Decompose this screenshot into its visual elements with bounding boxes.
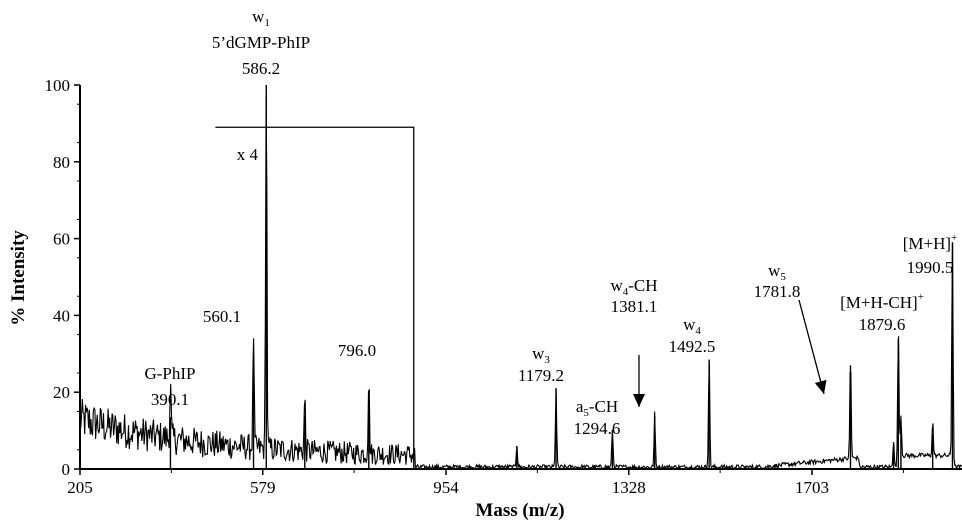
annotation-label: w5	[768, 261, 786, 283]
annotation-main-text: 560.1	[203, 307, 241, 326]
annotation-line-2: 1492.5	[669, 337, 716, 356]
axes-group: 0 20 40 60 80 100 205 579 954 1328 1703	[45, 76, 962, 497]
arrow-head	[814, 379, 827, 394]
y-tick-label: 60	[53, 230, 70, 249]
annotation-superscript: +	[918, 291, 924, 303]
annotation-label: G-PhIP	[144, 364, 195, 383]
annotation-suffix: -CH	[589, 397, 618, 416]
annotation-label: [M+H-CH]+	[840, 291, 924, 312]
annotation-suffix: -CH	[628, 276, 657, 295]
annotation-main-text: w	[683, 315, 696, 334]
annotation-main-text: G-PhIP	[144, 364, 195, 383]
annotations-group: x 4w15’dGMP-PhIP586.2G-PhIP390.1560.1796…	[144, 7, 957, 469]
peak-annotation-gphip: G-PhIP 390.1	[144, 364, 195, 409]
arrow-shaft	[798, 299, 825, 395]
annotation-label: w4	[683, 315, 701, 337]
annotation-main-text: w	[532, 344, 545, 363]
annotation-subscript: 5	[780, 271, 786, 283]
peak-annotation-mh: [M+H]+1990.5	[903, 232, 958, 277]
annotation-line-2: 1179.2	[518, 366, 564, 385]
annotation-main-text: w	[610, 276, 623, 295]
peak-annotation-w1: w1 5’dGMP-PhIP 586.2	[212, 7, 310, 78]
annotation-subscript: 4	[695, 325, 701, 337]
zoom-region-bracket	[215, 126, 415, 469]
y-tick-label: 40	[53, 306, 70, 325]
annotation-main-text: w	[768, 261, 781, 280]
annotation-subscript: 4	[623, 286, 629, 298]
zoom-factor-label: x 4	[237, 145, 259, 164]
x-tick-label: 579	[250, 478, 276, 497]
arrow-w4-ch	[633, 355, 645, 407]
x-axis-title: Mass (m/z)	[475, 500, 564, 521]
x-tick-label: 1328	[612, 478, 646, 497]
annotation-line-2: 1781.8	[754, 282, 801, 301]
annotation-superscript: +	[951, 232, 957, 244]
arrow-w5	[798, 299, 827, 395]
annotation-main-text: 796.0	[338, 341, 376, 360]
annotation-line-2: 390.1	[151, 390, 189, 409]
annotation-label: 560.1	[203, 307, 241, 326]
annotation-label: w4-CH	[610, 276, 657, 298]
annotation-label: 796.0	[338, 341, 376, 360]
annotation-main-text: a	[576, 397, 584, 416]
annotation-line-2: 1294.6	[574, 419, 621, 438]
x-tick-label: 1703	[795, 478, 829, 497]
spectrum-trace	[79, 94, 962, 471]
y-tick-label: 0	[62, 460, 71, 479]
annotation-line-2: 1879.6	[859, 315, 906, 334]
x-tick-label: 205	[67, 478, 93, 497]
peak-annotation-p560: 560.1	[203, 307, 241, 326]
peak-annotation-p796: 796.0	[338, 341, 376, 360]
annotation-line-3: 586.2	[242, 59, 280, 78]
annotation-main-text: w	[252, 7, 265, 26]
spectrum-trace-group	[79, 85, 962, 471]
annotation-main-text: [M+H]	[903, 234, 951, 253]
x-tick-label: 954	[433, 478, 459, 497]
y-tick-label: 80	[53, 153, 70, 172]
annotation-label: [M+H]+	[903, 232, 958, 253]
annotation-label: w1	[252, 7, 270, 29]
annotation-label: a5-CH	[576, 397, 618, 419]
annotation-line-2: 5’dGMP-PhIP	[212, 33, 310, 52]
annotation-subscript: 1	[264, 17, 270, 29]
y-tick-label: 100	[45, 76, 71, 95]
annotation-line-2: 1990.5	[907, 258, 954, 277]
annotation-subscript: 5	[583, 407, 589, 419]
y-tick-label: 20	[53, 383, 70, 402]
annotation-subscript: 3	[544, 354, 550, 366]
annotation-main-text: [M+H-CH]	[840, 293, 918, 312]
peak-annotation-mhch: [M+H-CH]+1879.6	[840, 291, 924, 334]
arrow-head	[633, 394, 645, 407]
annotation-line-2: 1381.1	[611, 297, 658, 316]
y-axis-title: % Intensity	[8, 230, 29, 326]
annotation-label: w3	[532, 344, 550, 366]
